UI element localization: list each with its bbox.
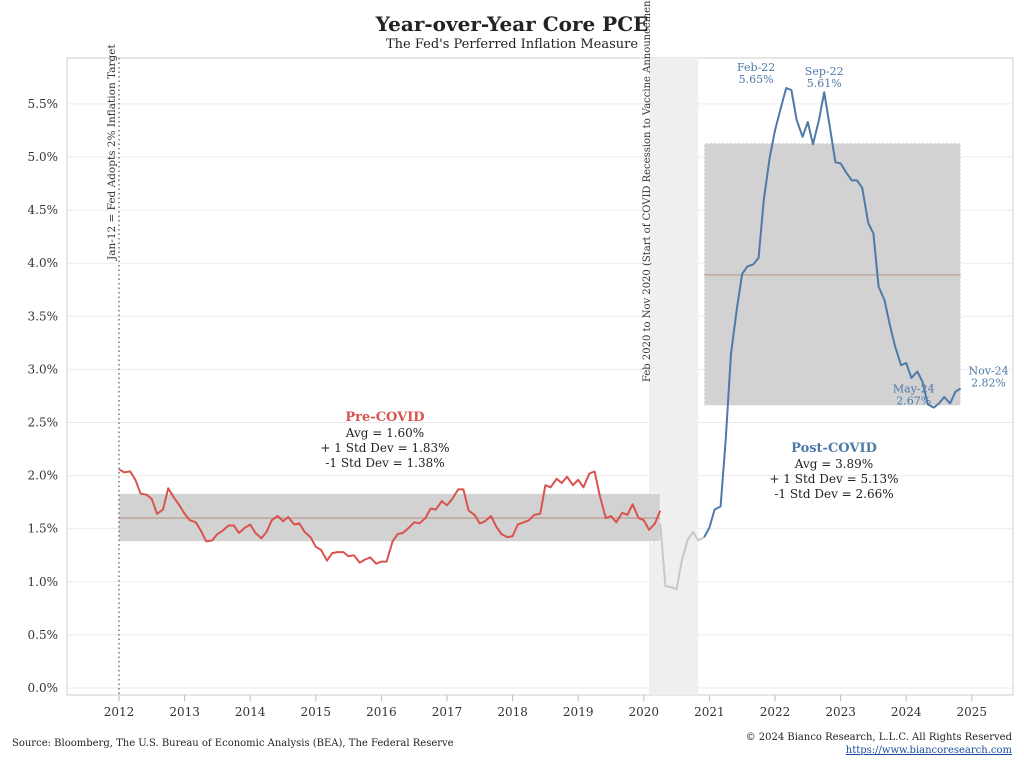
peak-label: May-24 (893, 382, 935, 395)
website-link[interactable]: https://www.biancoresearch.com (845, 745, 1012, 756)
peak-label: Nov-24 (968, 365, 1008, 378)
pre-covid-label: Pre-COVID (345, 410, 424, 425)
y-tick-label: 0.0% (28, 681, 59, 695)
x-tick-label: 2018 (497, 705, 528, 719)
y-tick-label: 3.0% (28, 362, 59, 376)
x-tick-label: 2019 (563, 705, 594, 719)
peak-value-label: 5.61% (807, 77, 842, 90)
source-note: Source: Bloomberg, The U.S. Bureau of Ec… (12, 738, 454, 749)
y-tick-label: 3.5% (28, 309, 59, 323)
y-tick-label: 5.0% (28, 150, 59, 164)
x-tick-label: 2024 (891, 705, 922, 719)
pre-covid-stat: + 1 Std Dev = 1.83% (320, 441, 449, 455)
x-tick-label: 2021 (694, 705, 725, 719)
plot-frame (66, 57, 1014, 696)
copyright-block: © 2024 Bianco Research, L.L.C. All Right… (746, 731, 1012, 757)
copyright-text: © 2024 Bianco Research, L.L.C. All Right… (745, 732, 1012, 743)
y-tick-label: 0.5% (28, 628, 59, 642)
y-tick-label: 4.0% (28, 256, 59, 270)
y-tick-label: 2.5% (28, 416, 59, 430)
covid-period-annotation: Feb 2020 to Nov 2020 (Start of COVID Rec… (642, 0, 653, 382)
post-covid-label: Post-COVID (791, 441, 877, 456)
y-tick-label: 1.0% (28, 575, 59, 589)
x-tick-label: 2015 (301, 705, 332, 719)
peak-value-label: 2.82% (971, 377, 1006, 390)
peak-label: Feb-22 (737, 61, 775, 74)
x-tick-label: 2014 (235, 705, 266, 719)
x-tick-label: 2023 (825, 705, 856, 719)
x-tick-label: 2020 (629, 705, 660, 719)
pre-covid-series-line (118, 468, 662, 565)
peak-label: Sep-22 (805, 65, 844, 78)
x-tick-label: 2025 (957, 705, 988, 719)
post-covid-stat: Avg = 3.89% (794, 457, 873, 471)
peak-value-label: 5.65% (739, 73, 774, 86)
x-tick-label: 2013 (169, 705, 200, 719)
y-tick-label: 1.5% (28, 522, 59, 536)
transition-covid-series-line (659, 523, 705, 591)
x-tick-label: 2017 (432, 705, 463, 719)
x-tick-label: 2012 (104, 705, 135, 719)
x-tick-label: 2022 (760, 705, 791, 719)
post-covid-stat: + 1 Std Dev = 5.13% (769, 472, 898, 486)
post-covid-stat: -1 Std Dev = 2.66% (774, 487, 893, 501)
y-tick-label: 4.5% (28, 203, 59, 217)
chart-subtitle: The Fed's Perferred Inflation Measure (385, 37, 639, 52)
peak-value-label: 2.67% (896, 394, 931, 407)
chart-title: Year-over-Year Core PCE (375, 12, 649, 36)
pre-covid-stat: Avg = 1.60% (345, 426, 424, 440)
post-covid-series-line (703, 87, 962, 538)
fed-target-annotation: Jan-12 = Fed Adopts 2% Inflation Target (106, 44, 118, 261)
covid-period-shade (649, 58, 699, 695)
x-tick-label: 2016 (366, 705, 397, 719)
pre-covid-stat: -1 Std Dev = 1.38% (325, 456, 444, 470)
y-tick-label: 2.0% (28, 469, 59, 483)
y-tick-label: 5.5% (28, 97, 59, 111)
